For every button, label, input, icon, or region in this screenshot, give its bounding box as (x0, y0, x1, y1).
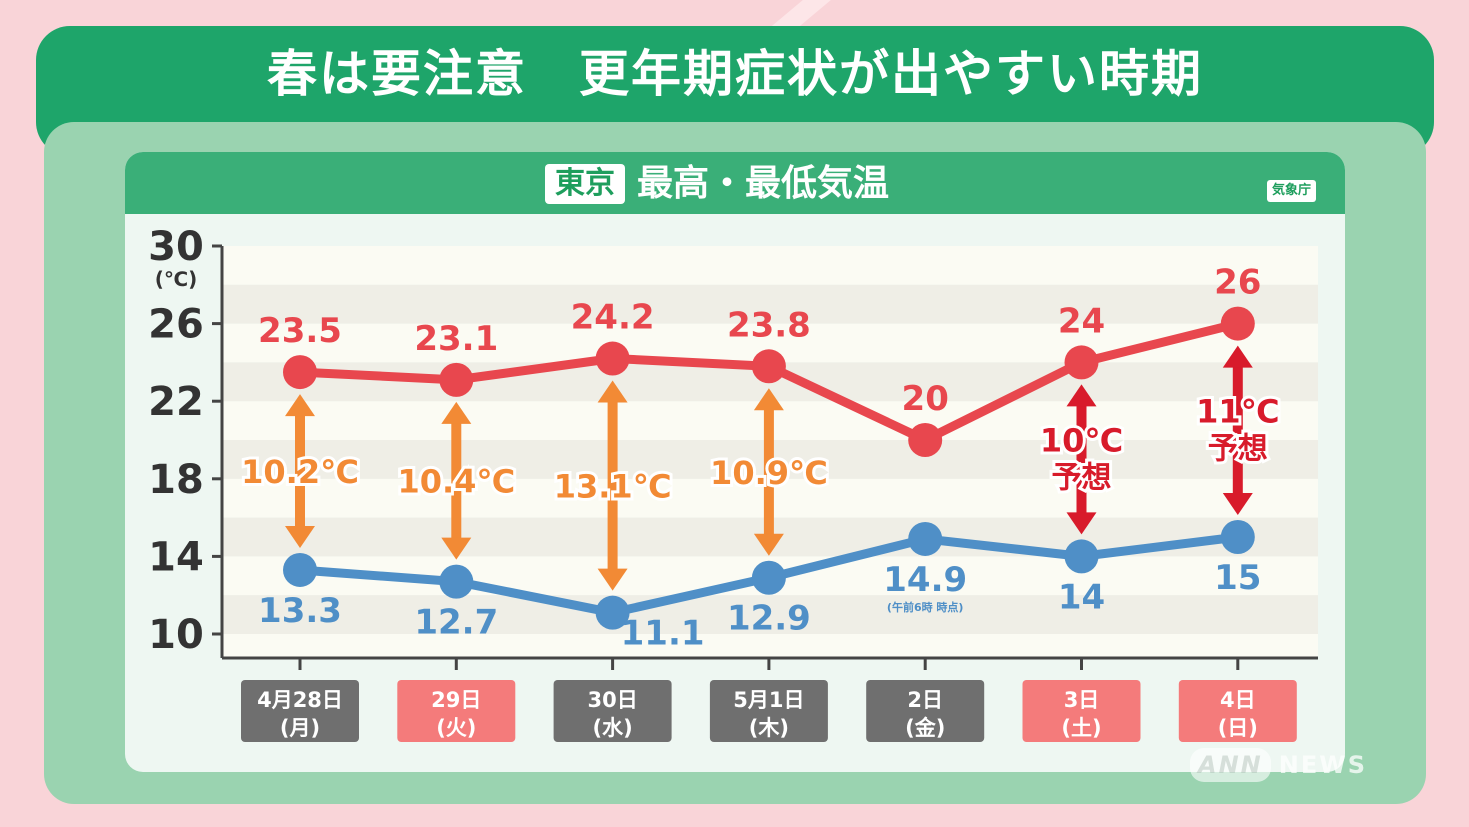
high-temp-point (908, 423, 943, 457)
high-temp-point (283, 355, 317, 390)
date-label: 29日 (431, 688, 481, 712)
date-badge (709, 680, 828, 742)
difference-arrow-head-down (285, 525, 315, 548)
difference-arrow-head-down (753, 533, 784, 556)
low-temp-point (1220, 520, 1255, 554)
difference-arrow-head-down (1066, 512, 1097, 535)
low-temp-point (1064, 539, 1099, 574)
grid-band-dark (222, 284, 1318, 324)
difference-arrow-head-down (1222, 493, 1253, 515)
y-tick-label: 10 (148, 612, 204, 658)
grid-band-dark (222, 595, 1318, 634)
date-badge (241, 680, 359, 742)
ann-logo: ANN (1190, 748, 1271, 782)
high-temp-point (595, 341, 630, 376)
high-temp-label: 24 (1058, 301, 1105, 341)
date-badge (866, 680, 985, 742)
difference-arrow-head-up (597, 380, 628, 403)
difference-sub-label: 予想 (1208, 431, 1268, 466)
low-temp-point (908, 521, 943, 556)
y-tick-label: 22 (148, 379, 204, 425)
low-temp-label: 11.1 (621, 614, 705, 654)
low-temp-label: 13.3 (258, 591, 342, 631)
source-badge: 気象庁 (1267, 180, 1317, 202)
low-temp-label: 15 (1214, 558, 1261, 598)
date-badge (1022, 680, 1141, 742)
ann-news-watermark: ANN NEWS (1190, 748, 1367, 782)
low-temp-label: 14.9 (883, 560, 967, 600)
high-temp-label: 24.2 (571, 298, 655, 338)
high-temp-label: 23.1 (414, 319, 498, 359)
date-badge (1178, 680, 1297, 742)
weekday-label: (土) (1061, 716, 1101, 740)
low-temp-label: 14 (1058, 577, 1105, 617)
y-tick-label: 26 (148, 302, 204, 348)
location-badge: 東京 (545, 164, 625, 204)
date-label: 30日 (587, 688, 637, 712)
y-tick-label: 30 (148, 224, 204, 270)
news-logo: NEWS (1278, 751, 1367, 779)
low-temp-note: (午前6時 時点) (887, 600, 964, 614)
difference-label: 10.2℃ (241, 453, 359, 491)
weekday-label: (木) (749, 716, 789, 740)
date-label: 3日 (1064, 688, 1100, 712)
high-temp-label: 23.5 (258, 311, 342, 351)
difference-label: 10℃ (1040, 421, 1123, 459)
high-temp-point (439, 362, 474, 397)
high-temp-label: 26 (1214, 263, 1261, 303)
weekday-label: (火) (436, 716, 476, 740)
difference-arrow-head-up (1222, 345, 1253, 368)
grid-band-bottom (222, 634, 1318, 658)
page-title: 春は要注意 更年期症状が出やすい時期 (267, 45, 1203, 103)
high-temp-point (751, 349, 786, 384)
difference-label: 13.1℃ (554, 468, 672, 506)
weekday-label: (月) (280, 716, 320, 740)
difference-label: 10.4℃ (397, 463, 515, 501)
date-label: 2日 (907, 688, 943, 712)
difference-sub-label: 予想 (1052, 460, 1112, 495)
y-axis-unit: (℃) (155, 267, 198, 291)
difference-arrow-head-down (597, 568, 628, 591)
y-tick-label: 14 (148, 534, 204, 580)
low-temp-label: 12.9 (727, 599, 811, 639)
date-label: 4月28日 (257, 688, 343, 712)
difference-arrow-head-down (441, 537, 472, 560)
difference-arrow-head-up (753, 388, 784, 411)
low-temp-label: 12.7 (414, 603, 498, 643)
high-temp-label: 23.8 (727, 305, 811, 345)
difference-arrow-head-up (285, 394, 315, 417)
date-label: 5月1日 (733, 688, 804, 712)
weekday-label: (金) (905, 716, 945, 740)
y-tick-label: 18 (148, 457, 204, 503)
low-temp-point (751, 560, 786, 595)
high-temp-point (1220, 306, 1255, 341)
date-badge (553, 680, 672, 742)
weekday-label: (水) (592, 716, 632, 740)
high-temp-point (1064, 345, 1099, 380)
high-temp-label: 20 (902, 379, 949, 419)
difference-arrow-head-up (1066, 384, 1097, 407)
chart-header: 東京 最高・最低気温 気象庁 (125, 152, 1345, 214)
date-label: 4日 (1220, 688, 1256, 712)
weekday-label: (日) (1218, 716, 1258, 740)
difference-label: 10.9℃ (710, 454, 828, 492)
date-badge (397, 680, 516, 742)
difference-label: 11℃ (1196, 392, 1279, 430)
low-temp-point (283, 552, 317, 587)
difference-arrow-head-up (441, 401, 472, 424)
low-temp-point (439, 564, 474, 599)
grid-band-light (222, 246, 1318, 285)
chart-title: 最高・最低気温 (637, 163, 890, 204)
low-temp-point (595, 595, 630, 630)
